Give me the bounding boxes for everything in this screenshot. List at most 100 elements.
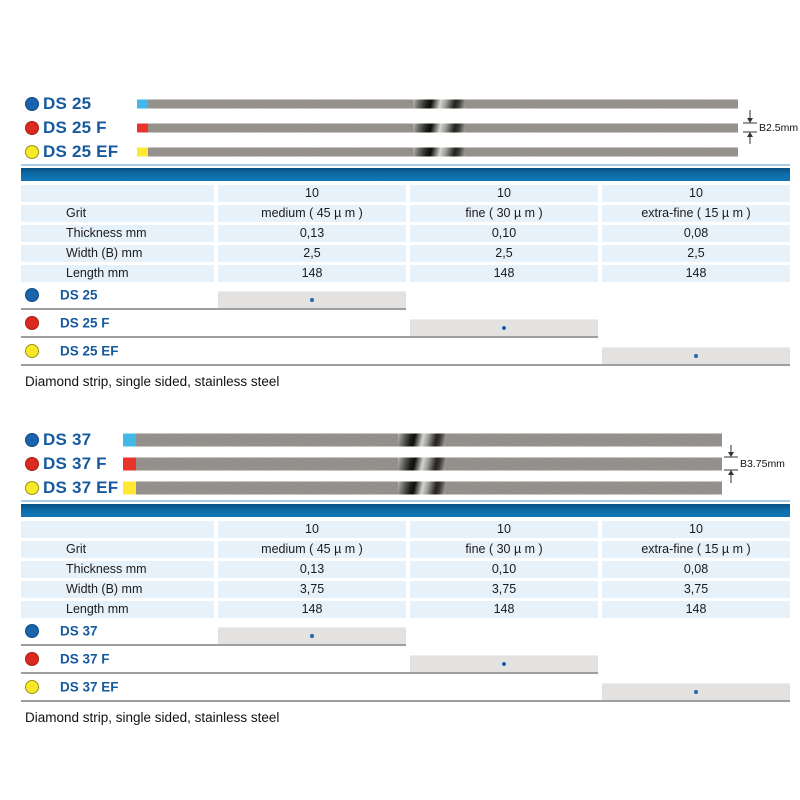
strip-row-ds37ef: DS 37 EF bbox=[21, 476, 790, 500]
strip-twist bbox=[413, 99, 465, 109]
dimension-arrow-icon bbox=[743, 110, 757, 144]
yellow-dot-icon bbox=[25, 344, 39, 358]
red-dot-icon bbox=[25, 316, 39, 330]
width-value: 3,75 bbox=[602, 581, 790, 598]
diamond-strip-image bbox=[137, 99, 738, 109]
product-label: DS 37 F bbox=[43, 454, 107, 473]
section-caption: Diamond strip, single sided, stainless s… bbox=[25, 374, 280, 389]
grit-value: extra-fine ( 15 µ m ) bbox=[602, 205, 790, 222]
strip-color-tab bbox=[137, 123, 148, 133]
section-ds37: DS 37 DS 37 F bbox=[21, 428, 790, 725]
availability-row-ds25f: DS 25 F bbox=[21, 310, 598, 338]
grit-value: medium ( 45 µ m ) bbox=[218, 541, 406, 558]
red-dot-icon bbox=[25, 652, 39, 666]
strip-color-tab bbox=[123, 481, 136, 495]
quantity-cell: 10 bbox=[410, 185, 598, 202]
availability-dot-icon bbox=[502, 662, 506, 666]
row-header-grit: Grit bbox=[21, 541, 214, 558]
diamond-strip-image bbox=[123, 457, 722, 471]
availability-bar bbox=[410, 319, 598, 336]
spec-table-ds37: 10 10 10 Grit medium ( 45 µ m ) fine ( 3… bbox=[21, 521, 790, 618]
row-header-grit: Grit bbox=[21, 205, 214, 222]
availability-row-ds37ef: DS 37 EF bbox=[21, 674, 790, 702]
strip-texture bbox=[148, 123, 738, 133]
blue-dot-icon bbox=[25, 433, 39, 447]
strip-row-ds25: DS 25 bbox=[21, 92, 790, 116]
width-value: 3,75 bbox=[218, 581, 406, 598]
product-label: DS 37 bbox=[43, 430, 92, 449]
thickness-value: 0,10 bbox=[410, 225, 598, 242]
availability-bar bbox=[602, 347, 790, 364]
product-label: DS 25 EF bbox=[43, 142, 119, 161]
strip-color-tab bbox=[123, 433, 136, 447]
strip-row-ds37f: DS 37 F bbox=[21, 452, 790, 476]
availability-row-ds25ef: DS 25 EF bbox=[21, 338, 790, 366]
width-value: 2,5 bbox=[602, 245, 790, 262]
table-header-bar bbox=[21, 168, 790, 181]
availability-bar bbox=[410, 655, 598, 672]
strip-row-ds25ef: DS 25 EF bbox=[21, 140, 790, 164]
table-cell-empty bbox=[21, 185, 214, 202]
product-label: DS 37 EF bbox=[43, 478, 119, 497]
length-value: 148 bbox=[218, 601, 406, 618]
row-header-width: Width (B) mm bbox=[21, 581, 214, 598]
availability-label: DS 25 EF bbox=[60, 343, 119, 359]
section-ds25: DS 25 DS 25 F bbox=[21, 92, 798, 389]
row-header-thickness: Thickness mm bbox=[21, 561, 214, 578]
dimension-label: B3.75mm bbox=[740, 458, 785, 470]
strip-twist bbox=[413, 147, 465, 157]
quantity-cell: 10 bbox=[602, 185, 790, 202]
availability-dot-icon bbox=[694, 354, 698, 358]
quantity-cell: 10 bbox=[410, 521, 598, 538]
length-value: 148 bbox=[602, 265, 790, 282]
strip-row-ds37: DS 37 bbox=[21, 428, 790, 452]
thickness-value: 0,10 bbox=[410, 561, 598, 578]
strip-color-tab bbox=[123, 457, 136, 471]
width-value: 3,75 bbox=[410, 581, 598, 598]
availability-bar bbox=[218, 627, 406, 644]
blue-dot-icon bbox=[25, 288, 39, 302]
diamond-strip-image bbox=[123, 481, 722, 495]
length-value: 148 bbox=[602, 601, 790, 618]
strip-texture bbox=[148, 147, 738, 157]
strip-twist bbox=[413, 123, 465, 133]
availability-label: DS 25 bbox=[60, 287, 98, 303]
grit-value: extra-fine ( 15 µ m ) bbox=[602, 541, 790, 558]
product-label: DS 25 F bbox=[43, 118, 107, 137]
availability-dot-icon bbox=[310, 298, 314, 302]
grit-value: medium ( 45 µ m ) bbox=[218, 205, 406, 222]
availability-label: DS 25 F bbox=[60, 315, 110, 331]
row-header-length: Length mm bbox=[21, 601, 214, 618]
availability-label: DS 37 bbox=[60, 623, 98, 639]
table-cell-empty bbox=[21, 521, 214, 538]
quantity-cell: 10 bbox=[218, 521, 406, 538]
grit-value: fine ( 30 µ m ) bbox=[410, 205, 598, 222]
section-caption: Diamond strip, single sided, stainless s… bbox=[25, 710, 280, 725]
strip-texture bbox=[136, 433, 722, 447]
diamond-strip-image bbox=[123, 433, 722, 447]
strip-twist bbox=[398, 457, 445, 471]
product-strips-ds37: DS 37 DS 37 F bbox=[21, 428, 790, 500]
availability-bar bbox=[218, 291, 406, 308]
strip-texture bbox=[148, 99, 738, 109]
thickness-value: 0,13 bbox=[218, 225, 406, 242]
strip-texture bbox=[136, 457, 722, 471]
width-value: 2,5 bbox=[410, 245, 598, 262]
length-value: 148 bbox=[410, 601, 598, 618]
diamond-strip-image bbox=[137, 147, 738, 157]
dimension-label: B2.5mm bbox=[759, 122, 799, 134]
yellow-dot-icon bbox=[25, 481, 39, 495]
dimension-arrow-icon bbox=[724, 445, 738, 483]
thickness-value: 0,08 bbox=[602, 561, 790, 578]
quantity-cell: 10 bbox=[602, 521, 790, 538]
length-value: 148 bbox=[410, 265, 598, 282]
yellow-dot-icon bbox=[25, 145, 39, 159]
row-header-length: Length mm bbox=[21, 265, 214, 282]
table-header-bar bbox=[21, 504, 790, 517]
diamond-strip-image bbox=[137, 123, 738, 133]
strip-row-ds25f: DS 25 F bbox=[21, 116, 790, 140]
strip-twist bbox=[398, 433, 445, 447]
divider-line bbox=[21, 164, 790, 166]
thickness-value: 0,13 bbox=[218, 561, 406, 578]
